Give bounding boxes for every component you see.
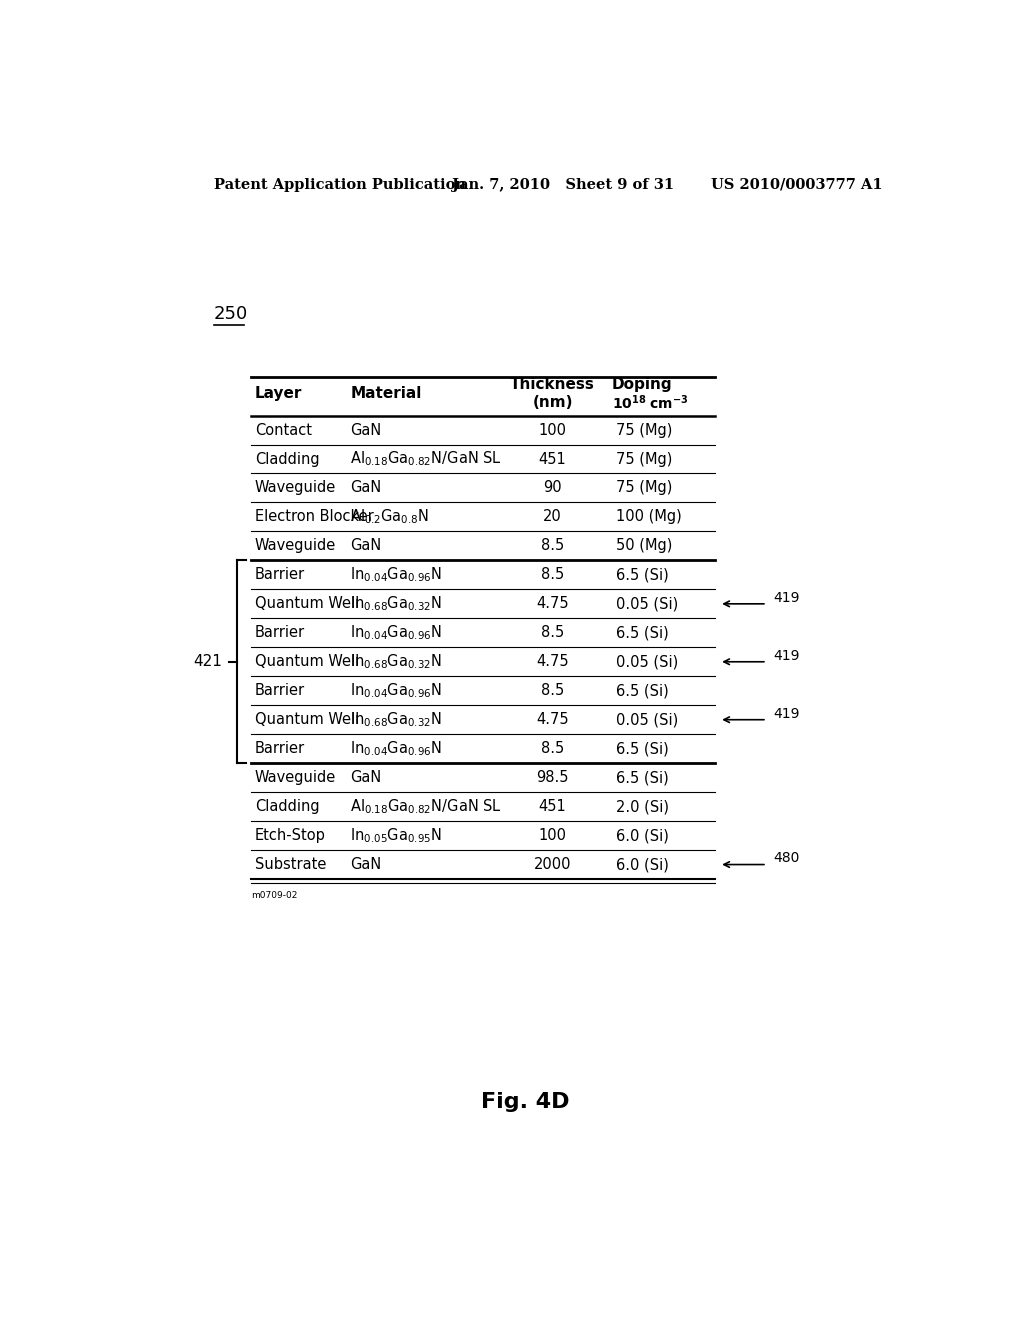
Text: 451: 451 — [539, 799, 566, 814]
Text: GaN: GaN — [350, 422, 382, 437]
Text: Cladding: Cladding — [255, 451, 319, 466]
Text: Quantum Well: Quantum Well — [255, 655, 359, 669]
Text: Barrier: Barrier — [255, 568, 305, 582]
Text: 75 (Mg): 75 (Mg) — [616, 480, 673, 495]
Text: US 2010/0003777 A1: US 2010/0003777 A1 — [712, 178, 883, 191]
Text: Etch-Stop: Etch-Stop — [255, 828, 326, 843]
Text: Quantum Well: Quantum Well — [255, 597, 359, 611]
Text: Material: Material — [350, 385, 422, 401]
Text: 100: 100 — [539, 422, 566, 437]
Text: Al$_{0.2}$Ga$_{0.8}$N: Al$_{0.2}$Ga$_{0.8}$N — [350, 508, 429, 527]
Text: m0709-02: m0709-02 — [251, 891, 297, 900]
Text: In$_{0.04}$Ga$_{0.96}$N: In$_{0.04}$Ga$_{0.96}$N — [350, 565, 442, 585]
Text: 2000: 2000 — [534, 857, 571, 873]
Text: 90: 90 — [544, 480, 562, 495]
Text: 4.75: 4.75 — [537, 655, 569, 669]
Text: Contact: Contact — [255, 422, 312, 437]
Text: Jan. 7, 2010   Sheet 9 of 31: Jan. 7, 2010 Sheet 9 of 31 — [452, 178, 674, 191]
Text: GaN: GaN — [350, 857, 382, 873]
Text: GaN: GaN — [350, 539, 382, 553]
Text: 2.0 (Si): 2.0 (Si) — [616, 799, 669, 814]
Text: Patent Application Publication: Patent Application Publication — [214, 178, 466, 191]
Text: In$_{0.68}$Ga$_{0.32}$N: In$_{0.68}$Ga$_{0.32}$N — [350, 594, 442, 614]
Text: Waveguide: Waveguide — [255, 770, 336, 785]
Text: 100: 100 — [539, 828, 566, 843]
Text: 75 (Mg): 75 (Mg) — [616, 422, 673, 437]
Text: Cladding: Cladding — [255, 799, 319, 814]
Text: 6.0 (Si): 6.0 (Si) — [616, 828, 669, 843]
Text: In$_{0.04}$Ga$_{0.96}$N: In$_{0.04}$Ga$_{0.96}$N — [350, 739, 442, 758]
Text: (nm): (nm) — [532, 395, 572, 409]
Text: 6.5 (Si): 6.5 (Si) — [616, 741, 669, 756]
Text: In$_{0.04}$Ga$_{0.96}$N: In$_{0.04}$Ga$_{0.96}$N — [350, 681, 442, 700]
Text: Layer: Layer — [255, 385, 302, 401]
Text: 6.0 (Si): 6.0 (Si) — [616, 857, 669, 873]
Text: $\mathbf{10^{18}}$ $\mathbf{cm^{-3}}$: $\mathbf{10^{18}}$ $\mathbf{cm^{-3}}$ — [612, 393, 689, 412]
Text: 98.5: 98.5 — [537, 770, 568, 785]
Text: 75 (Mg): 75 (Mg) — [616, 451, 673, 466]
Text: 6.5 (Si): 6.5 (Si) — [616, 684, 669, 698]
Text: Barrier: Barrier — [255, 684, 305, 698]
Text: Thickness: Thickness — [510, 376, 595, 392]
Text: 6.5 (Si): 6.5 (Si) — [616, 770, 669, 785]
Text: 8.5: 8.5 — [541, 626, 564, 640]
Text: Fig. 4D: Fig. 4D — [480, 1092, 569, 1111]
Text: 6.5 (Si): 6.5 (Si) — [616, 626, 669, 640]
Text: GaN: GaN — [350, 480, 382, 495]
Text: 480: 480 — [773, 851, 800, 866]
Text: 0.05 (Si): 0.05 (Si) — [616, 597, 678, 611]
Text: 419: 419 — [773, 706, 800, 721]
Text: GaN: GaN — [350, 770, 382, 785]
Text: Al$_{0.18}$Ga$_{0.82}$N/GaN SL: Al$_{0.18}$Ga$_{0.82}$N/GaN SL — [350, 450, 502, 469]
Text: 8.5: 8.5 — [541, 741, 564, 756]
Text: 421: 421 — [194, 655, 222, 669]
Text: Al$_{0.18}$Ga$_{0.82}$N/GaN SL: Al$_{0.18}$Ga$_{0.82}$N/GaN SL — [350, 797, 502, 816]
Text: 8.5: 8.5 — [541, 568, 564, 582]
Text: In$_{0.68}$Ga$_{0.32}$N: In$_{0.68}$Ga$_{0.32}$N — [350, 652, 442, 671]
Text: In$_{0.05}$Ga$_{0.95}$N: In$_{0.05}$Ga$_{0.95}$N — [350, 826, 442, 845]
Text: Electron Blocker: Electron Blocker — [255, 510, 374, 524]
Text: 250: 250 — [214, 305, 248, 323]
Text: 419: 419 — [773, 591, 800, 605]
Text: Waveguide: Waveguide — [255, 539, 336, 553]
Text: 4.75: 4.75 — [537, 597, 569, 611]
Text: 100 (Mg): 100 (Mg) — [616, 510, 682, 524]
Text: 0.05 (Si): 0.05 (Si) — [616, 655, 678, 669]
Text: 419: 419 — [773, 648, 800, 663]
Text: In$_{0.68}$Ga$_{0.32}$N: In$_{0.68}$Ga$_{0.32}$N — [350, 710, 442, 729]
Text: Doping: Doping — [612, 376, 673, 392]
Text: In$_{0.04}$Ga$_{0.96}$N: In$_{0.04}$Ga$_{0.96}$N — [350, 623, 442, 642]
Text: 6.5 (Si): 6.5 (Si) — [616, 568, 669, 582]
Text: 451: 451 — [539, 451, 566, 466]
Text: 8.5: 8.5 — [541, 539, 564, 553]
Text: 4.75: 4.75 — [537, 713, 569, 727]
Text: Barrier: Barrier — [255, 626, 305, 640]
Text: 8.5: 8.5 — [541, 684, 564, 698]
Text: Barrier: Barrier — [255, 741, 305, 756]
Text: Waveguide: Waveguide — [255, 480, 336, 495]
Text: 50 (Mg): 50 (Mg) — [616, 539, 673, 553]
Text: Quantum Well: Quantum Well — [255, 713, 359, 727]
Text: 20: 20 — [543, 510, 562, 524]
Text: Substrate: Substrate — [255, 857, 327, 873]
Text: 0.05 (Si): 0.05 (Si) — [616, 713, 678, 727]
